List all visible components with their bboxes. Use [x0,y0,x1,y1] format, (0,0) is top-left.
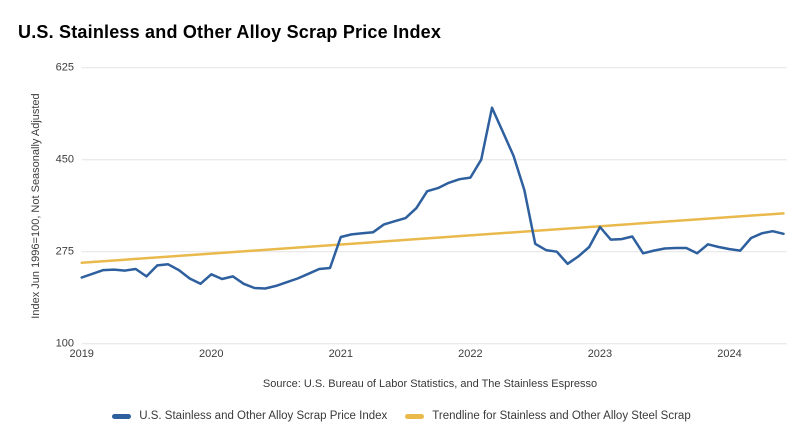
series-line-swatch-icon [112,413,132,419]
y-tick-label-100: 100 [56,338,74,350]
x-tick-label-2022: 2022 [458,348,482,360]
x-tick-label-2020: 2020 [199,348,223,360]
price-index-line [80,106,785,290]
trendline-swatch-icon [405,413,425,419]
x-tick-label-2019: 2019 [69,348,93,360]
x-tick-label-2021: 2021 [329,348,353,360]
trendline [80,212,785,264]
chart-legend: U.S. Stainless and Other Alloy Scrap Pri… [0,410,803,422]
y-tick-label-625: 625 [56,62,74,74]
legend-item-price-index: U.S. Stainless and Other Alloy Scrap Pri… [112,410,387,422]
legend-item-trendline: Trendline for Stainless and Other Alloy … [405,410,691,422]
chart-title: U.S. Stainless and Other Alloy Scrap Pri… [18,22,442,42]
legend-label: U.S. Stainless and Other Alloy Scrap Pri… [139,410,388,422]
x-tick-label-2023: 2023 [588,348,612,360]
y-tick-label-275: 275 [56,246,74,258]
legend-label: Trendline for Stainless and Other Alloy … [432,410,691,422]
source-note: Source: U.S. Bureau of Labor Statistics,… [262,378,598,390]
x-tick-label-2024: 2024 [717,348,741,360]
y-tick-label-450: 450 [56,154,74,166]
